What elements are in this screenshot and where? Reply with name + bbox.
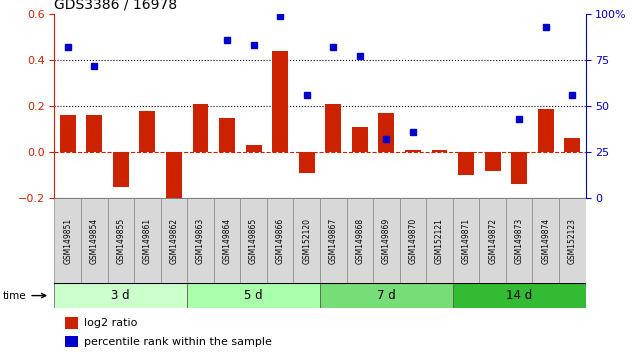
Text: GDS3386 / 16978: GDS3386 / 16978: [54, 0, 177, 12]
FancyBboxPatch shape: [347, 198, 373, 283]
Text: time: time: [3, 291, 45, 301]
FancyBboxPatch shape: [54, 198, 81, 283]
FancyBboxPatch shape: [214, 198, 241, 283]
Text: GSM149868: GSM149868: [355, 218, 364, 264]
FancyBboxPatch shape: [320, 283, 453, 308]
Text: 3 d: 3 d: [111, 289, 130, 302]
Bar: [378, 113, 394, 152]
Bar: [538, 109, 554, 152]
FancyBboxPatch shape: [559, 198, 586, 283]
FancyBboxPatch shape: [320, 198, 347, 283]
Bar: [86, 115, 102, 152]
Text: GSM152123: GSM152123: [568, 218, 577, 264]
FancyBboxPatch shape: [453, 198, 479, 283]
Bar: [65, 336, 78, 347]
Bar: [325, 104, 341, 152]
Bar: [193, 104, 209, 152]
FancyBboxPatch shape: [188, 198, 214, 283]
Bar: [246, 145, 262, 152]
Bar: [299, 152, 315, 173]
Text: GSM152121: GSM152121: [435, 218, 444, 264]
Bar: [405, 150, 421, 152]
FancyBboxPatch shape: [241, 198, 267, 283]
Text: GSM149864: GSM149864: [223, 218, 232, 264]
Text: 7 d: 7 d: [377, 289, 396, 302]
FancyBboxPatch shape: [373, 198, 399, 283]
Text: GSM149851: GSM149851: [63, 218, 72, 264]
Text: GSM149861: GSM149861: [143, 218, 152, 264]
Text: percentile rank within the sample: percentile rank within the sample: [84, 337, 271, 347]
Bar: [484, 152, 500, 171]
FancyBboxPatch shape: [453, 283, 586, 308]
FancyBboxPatch shape: [134, 198, 161, 283]
Text: log2 ratio: log2 ratio: [84, 318, 137, 328]
Bar: [166, 152, 182, 203]
FancyBboxPatch shape: [532, 198, 559, 283]
FancyBboxPatch shape: [399, 198, 426, 283]
Text: GSM149865: GSM149865: [249, 218, 258, 264]
Bar: [352, 127, 368, 152]
Text: GSM149863: GSM149863: [196, 218, 205, 264]
Text: GSM149870: GSM149870: [408, 218, 417, 264]
Text: GSM149854: GSM149854: [90, 218, 99, 264]
Text: GSM149862: GSM149862: [170, 218, 179, 264]
FancyBboxPatch shape: [426, 198, 453, 283]
Bar: [113, 152, 129, 187]
FancyBboxPatch shape: [108, 198, 134, 283]
FancyBboxPatch shape: [81, 198, 108, 283]
Bar: [65, 317, 78, 329]
FancyBboxPatch shape: [267, 198, 294, 283]
Bar: [511, 152, 527, 184]
Text: GSM149855: GSM149855: [116, 218, 125, 264]
Bar: [431, 150, 447, 152]
Text: GSM149867: GSM149867: [329, 218, 338, 264]
Text: GSM149872: GSM149872: [488, 218, 497, 264]
FancyBboxPatch shape: [54, 283, 188, 308]
Bar: [219, 118, 235, 152]
FancyBboxPatch shape: [294, 198, 320, 283]
FancyBboxPatch shape: [479, 198, 506, 283]
Text: 14 d: 14 d: [506, 289, 532, 302]
Bar: [140, 111, 156, 152]
FancyBboxPatch shape: [161, 198, 188, 283]
Bar: [60, 115, 76, 152]
Text: GSM149871: GSM149871: [461, 218, 470, 264]
Text: GSM149866: GSM149866: [276, 218, 285, 264]
FancyBboxPatch shape: [506, 198, 532, 283]
Bar: [272, 51, 288, 152]
Text: GSM152120: GSM152120: [302, 218, 311, 264]
Text: GSM149873: GSM149873: [515, 218, 524, 264]
Text: GSM149869: GSM149869: [382, 218, 391, 264]
Bar: [458, 152, 474, 175]
Bar: [564, 138, 580, 152]
FancyBboxPatch shape: [188, 283, 320, 308]
Text: 5 d: 5 d: [244, 289, 263, 302]
Text: GSM149874: GSM149874: [541, 218, 550, 264]
